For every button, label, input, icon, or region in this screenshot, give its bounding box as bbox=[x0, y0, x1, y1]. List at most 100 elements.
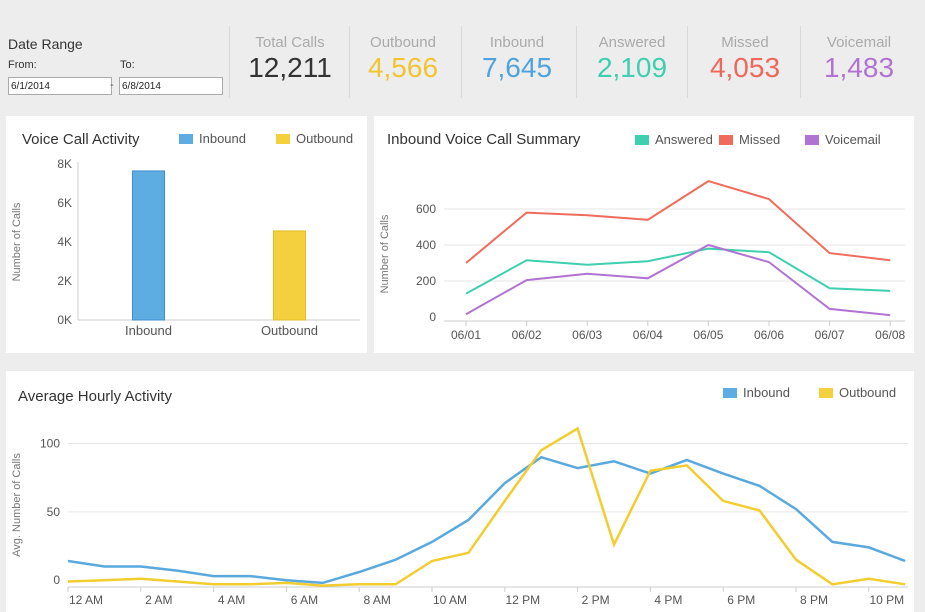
x-tick-label: 06/06 bbox=[754, 328, 784, 342]
kpi-divider bbox=[461, 26, 462, 98]
legend-swatch bbox=[635, 134, 649, 145]
x-tick-label: 06/01 bbox=[451, 328, 481, 342]
kpi-label: Voicemail bbox=[826, 34, 892, 51]
x-tick-label: 10 PM bbox=[869, 593, 904, 607]
x-tick-label: Inbound bbox=[125, 323, 172, 338]
kpi-label: Missed bbox=[721, 34, 769, 51]
series-line-voicemail bbox=[465, 243, 891, 317]
x-tick-label: 06/02 bbox=[512, 328, 542, 342]
x-tick-label: 06/07 bbox=[815, 328, 845, 342]
legend-label: Outbound bbox=[839, 385, 897, 400]
series-line-missed bbox=[465, 180, 891, 264]
y-tick-label: 50 bbox=[47, 505, 61, 519]
legend-item-voicemail[interactable]: Voicemail bbox=[805, 132, 881, 147]
y-tick-label: 600 bbox=[416, 202, 436, 216]
y-tick-label: 0 bbox=[53, 573, 60, 587]
kpi-value: 2,109 bbox=[596, 52, 668, 83]
kpi-divider bbox=[800, 26, 801, 98]
kpi-label: Total Calls bbox=[255, 34, 325, 51]
x-tick-label: Outbound bbox=[261, 323, 318, 338]
kpi-label: Outbound bbox=[370, 34, 436, 51]
legend-item-inbound[interactable]: Inbound bbox=[723, 385, 790, 400]
bar-outbound bbox=[273, 230, 306, 321]
y-tick-label: 2K bbox=[57, 274, 72, 288]
y-tick-label: 0 bbox=[429, 310, 436, 324]
x-tick-label: 4 AM bbox=[218, 593, 245, 607]
legend-label: Inbound bbox=[743, 385, 790, 400]
hourly-activity-chart: 0 50 100 12 AM 2 AM 4 AM 6 AM 8 AM 10 AM 12 PM 2 P… bbox=[11, 426, 908, 607]
y-tick-label: 400 bbox=[416, 238, 436, 252]
x-tick-label: 8 AM bbox=[364, 593, 391, 607]
legend-swatch bbox=[276, 133, 290, 144]
voice-call-activity-chart: 0K 2K 4K 6K 8K Inbound Outbound Number of Calls bbox=[11, 157, 360, 338]
kpi-inbound: Inbound 7,645 bbox=[461, 34, 573, 84]
kpi-outbound: Outbound 4,566 bbox=[347, 34, 459, 84]
x-tick-label: 2 AM bbox=[145, 593, 172, 607]
kpi-total-calls: Total Calls 12,211 bbox=[230, 34, 350, 84]
y-tick-label: 100 bbox=[40, 437, 60, 451]
legend-label: Missed bbox=[739, 132, 781, 147]
legend-item-inbound[interactable]: Inbound bbox=[179, 131, 246, 146]
y-tick-label: 200 bbox=[416, 274, 436, 288]
legend-swatch bbox=[805, 134, 819, 145]
kpi-missed: Missed 4,053 bbox=[689, 34, 801, 84]
x-tick-label: 06/04 bbox=[633, 328, 663, 342]
legend-swatch bbox=[179, 133, 193, 144]
kpi-value: 12,211 bbox=[248, 52, 332, 83]
y-tick-label: 6K bbox=[57, 196, 72, 210]
y-axis-label: Number of Calls bbox=[11, 202, 23, 281]
legend-item-outbound[interactable]: Outbound bbox=[819, 385, 896, 400]
kpi-divider bbox=[576, 26, 577, 98]
x-tick-label: 6 AM bbox=[291, 593, 318, 607]
inbound-summary-panel: Inbound Voice Call Summary Answered Miss… bbox=[374, 116, 914, 353]
legend-item-missed[interactable]: Missed bbox=[719, 132, 780, 147]
legend-label: Outbound bbox=[296, 131, 354, 146]
kpi-value: 1,483 bbox=[823, 52, 895, 83]
kpi-value: 7,645 bbox=[481, 52, 553, 83]
chart-title: Inbound Voice Call Summary bbox=[387, 131, 581, 148]
x-tick-label: 6 PM bbox=[727, 593, 755, 607]
to-date-input[interactable] bbox=[119, 77, 223, 95]
x-tick-label: 12 PM bbox=[505, 593, 540, 607]
kpi-value: 4,053 bbox=[709, 52, 781, 83]
date-range-label: Date Range bbox=[8, 36, 83, 52]
kpi-divider bbox=[349, 26, 350, 98]
to-label: To: bbox=[120, 59, 135, 71]
legend-label: Answered bbox=[655, 132, 713, 147]
kpi-label: Answered bbox=[598, 34, 666, 51]
x-tick-label: 06/03 bbox=[572, 328, 602, 342]
legend-label: Inbound bbox=[199, 131, 246, 146]
chart-title: Average Hourly Activity bbox=[18, 388, 172, 405]
x-tick-label: 06/05 bbox=[693, 328, 723, 342]
legend-label: Voicemail bbox=[825, 132, 881, 147]
date-separator: - bbox=[110, 79, 114, 91]
kpi-value: 4,566 bbox=[367, 52, 439, 83]
from-label: From: bbox=[8, 59, 37, 71]
y-tick-label: 4K bbox=[57, 235, 72, 249]
y-axis-label: Number of Calls bbox=[379, 214, 391, 293]
x-tick-label: 2 PM bbox=[582, 593, 610, 607]
x-tick-label: 4 PM bbox=[654, 593, 682, 607]
series-line-outbound bbox=[67, 426, 906, 587]
legend-swatch bbox=[819, 387, 833, 398]
inbound-summary-chart: 0 200 400 600 06/01 06/02 06/03 06/04 06/05 06/06… bbox=[379, 180, 906, 342]
kpi-divider bbox=[687, 26, 688, 98]
hourly-activity-panel: Average Hourly Activity Inbound Outbound… bbox=[6, 371, 914, 612]
from-date-input[interactable] bbox=[8, 77, 112, 95]
voice-call-activity-panel: Voice Call Activity Inbound Outbound 0K 2… bbox=[6, 116, 367, 353]
y-tick-label: 8K bbox=[57, 157, 72, 171]
series-line-inbound bbox=[67, 455, 906, 585]
legend-item-answered[interactable]: Answered bbox=[635, 132, 713, 147]
kpi-answered: Answered 2,109 bbox=[576, 34, 688, 84]
series-line-answered bbox=[465, 247, 891, 295]
x-tick-label: 06/08 bbox=[875, 328, 905, 342]
legend-swatch bbox=[723, 387, 737, 398]
x-tick-label: 12 AM bbox=[69, 593, 103, 607]
y-tick-label: 0K bbox=[57, 313, 72, 327]
chart-title: Voice Call Activity bbox=[22, 131, 140, 148]
y-axis-label: Avg. Number of Calls bbox=[11, 453, 23, 557]
kpi-divider bbox=[229, 26, 230, 98]
kpi-label: Inbound bbox=[489, 34, 545, 51]
legend-item-outbound[interactable]: Outbound bbox=[276, 131, 353, 146]
bar-inbound bbox=[132, 170, 165, 321]
